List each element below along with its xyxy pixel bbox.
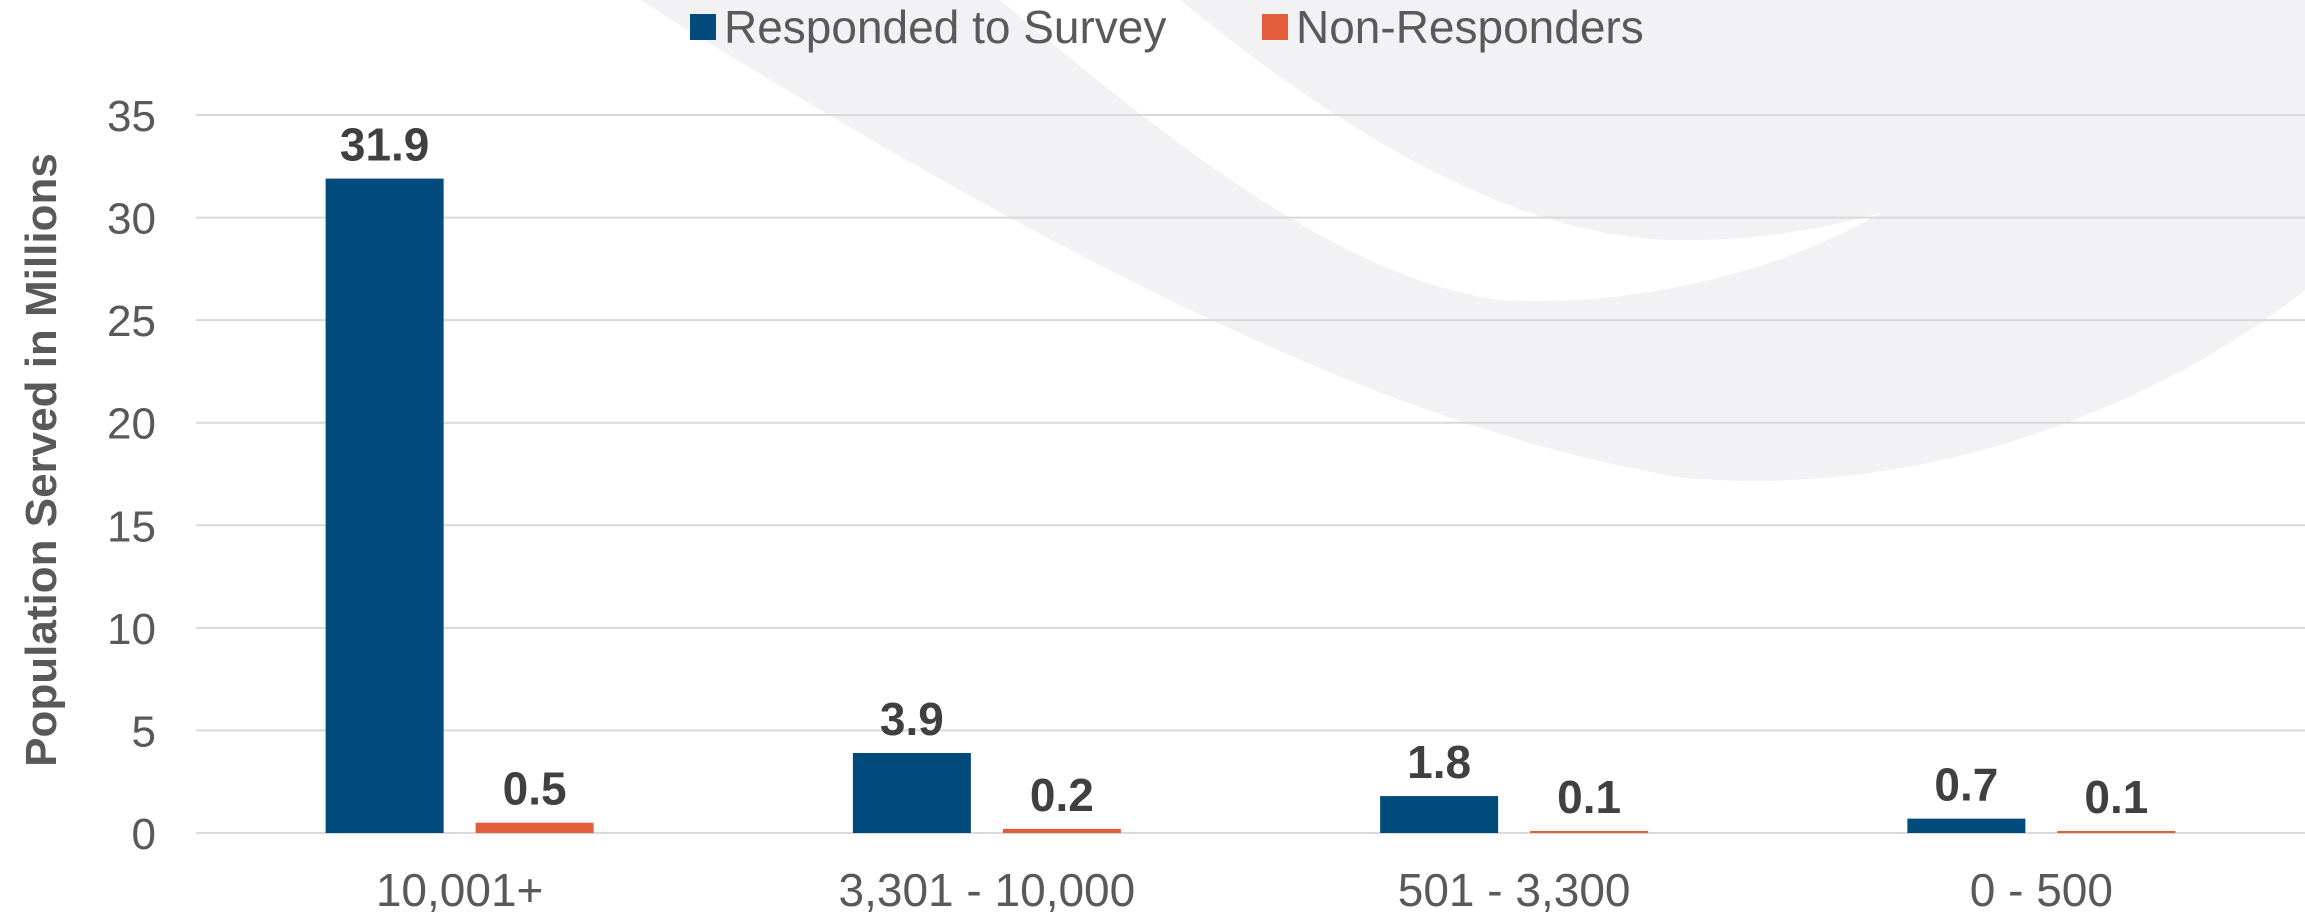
x-tick-label: 501 - 3,300: [1398, 864, 1631, 916]
x-tick-label: 10,001+: [376, 864, 544, 916]
y-tick-label: 20: [107, 400, 156, 449]
legend-item-non-responders: Non-Responders: [1262, 0, 1644, 54]
x-axis-ticks: 10,001+ 3,301 - 10,000 501 - 3,300 0 - 500: [376, 864, 2113, 916]
non-responders-value-label: 0.5: [503, 763, 567, 815]
responded-value-label: 3.9: [880, 693, 944, 745]
y-tick-label: 15: [107, 502, 156, 551]
legend-swatch-non-responders: [1262, 14, 1288, 40]
responded-bar: [1380, 796, 1499, 833]
legend-swatch-responded: [690, 14, 716, 40]
y-tick-label: 5: [132, 707, 156, 756]
y-axis-label: Population Served in Millions: [17, 153, 66, 767]
responded-bar: [852, 752, 971, 833]
non-responders-bar: [1530, 830, 1649, 833]
y-tick-label: 0: [132, 810, 156, 859]
legend-label-non-responders: Non-Responders: [1296, 1, 1644, 53]
non-responders-value-label: 0.1: [1557, 771, 1621, 823]
responded-bar: [325, 178, 444, 833]
data-labels: 31.9 0.5 3.9 0.2 1.8 0.1 0.7 0.1: [340, 119, 2148, 823]
x-tick-label: 3,301 - 10,000: [839, 864, 1136, 916]
responded-value-label: 31.9: [340, 119, 430, 171]
bars: [325, 178, 2176, 833]
x-tick-label: 0 - 500: [1970, 864, 2113, 916]
y-tick-label: 10: [107, 605, 156, 654]
non-responders-value-label: 0.2: [1030, 769, 1094, 821]
y-tick-label: 30: [107, 195, 156, 244]
responded-value-label: 0.7: [1934, 759, 1998, 811]
legend-label-responded: Responded to Survey: [724, 1, 1167, 53]
y-tick-label: 35: [107, 92, 156, 141]
non-responders-bar: [1002, 828, 1121, 833]
responded-bar: [1907, 818, 2026, 833]
non-responders-bar: [475, 822, 594, 833]
legend-item-responded: Responded to Survey: [690, 0, 1166, 54]
non-responders-bar: [2057, 830, 2176, 833]
y-tick-label: 25: [107, 297, 156, 346]
watermark-swoosh-shape: [640, 0, 2305, 481]
background-watermark-swoosh: [640, 0, 2305, 481]
y-axis-ticks: 0 5 10 15 20 25 30 35: [107, 92, 156, 859]
responded-value-label: 1.8: [1407, 736, 1471, 788]
non-responders-value-label: 0.1: [2084, 771, 2148, 823]
legend: Responded to Survey Non-Responders: [0, 0, 2305, 56]
watermark-swoosh-shape: [1180, 0, 2305, 241]
